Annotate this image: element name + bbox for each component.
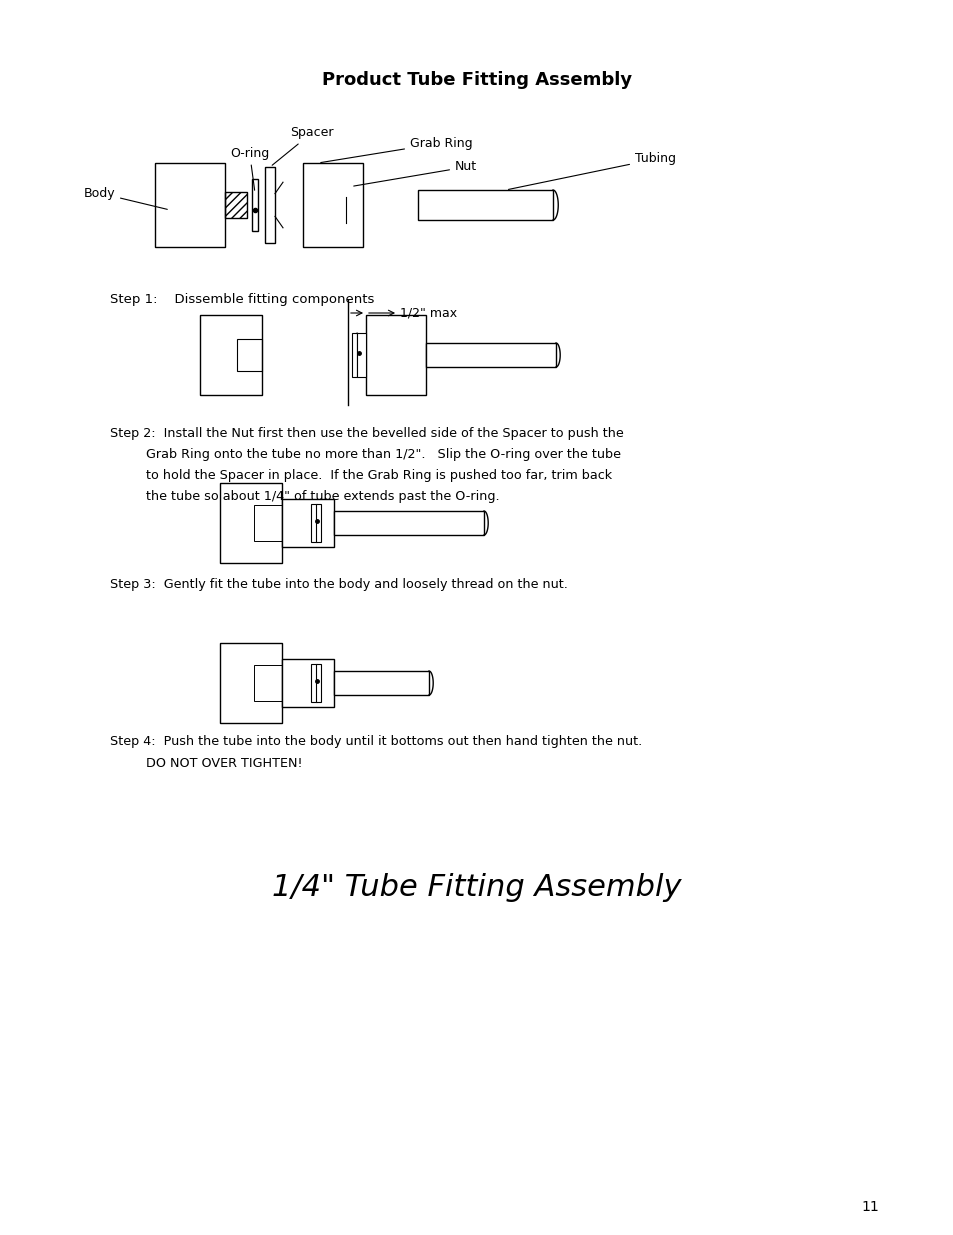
Bar xyxy=(303,163,363,247)
Text: DO NOT OVER TIGHTEN!: DO NOT OVER TIGHTEN! xyxy=(110,757,302,769)
Bar xyxy=(315,663,320,703)
Bar xyxy=(315,504,320,542)
Bar xyxy=(282,694,319,706)
Bar xyxy=(334,671,429,695)
Bar xyxy=(366,315,426,395)
Text: to hold the Spacer in place.  If the Grab Ring is pushed too far, trim back: to hold the Spacer in place. If the Grab… xyxy=(110,469,612,482)
Text: Grab Ring: Grab Ring xyxy=(320,137,472,163)
Text: Spacer: Spacer xyxy=(272,126,334,165)
Bar xyxy=(282,499,334,547)
Bar xyxy=(356,332,366,378)
Bar xyxy=(154,163,225,196)
Bar xyxy=(252,179,257,231)
Text: Step 2:  Install the Nut first then use the bevelled side of the Spacer to push : Step 2: Install the Nut first then use t… xyxy=(110,427,623,440)
Bar xyxy=(366,373,409,395)
Polygon shape xyxy=(311,504,319,542)
Polygon shape xyxy=(356,332,366,378)
Bar xyxy=(282,534,319,547)
Bar xyxy=(282,659,319,678)
Bar xyxy=(311,663,316,703)
Bar xyxy=(253,666,282,700)
Bar xyxy=(282,659,334,706)
Bar xyxy=(303,224,346,247)
Bar xyxy=(220,643,282,722)
Text: Step 1:    Dissemble fitting components: Step 1: Dissemble fitting components xyxy=(110,293,374,306)
Bar xyxy=(237,338,262,370)
Bar xyxy=(200,315,262,347)
Text: the tube so about 1/4" of tube extends past the O-ring.: the tube so about 1/4" of tube extends p… xyxy=(110,490,499,503)
Text: 1/2" max: 1/2" max xyxy=(399,306,456,320)
Text: Body: Body xyxy=(83,186,167,210)
Bar xyxy=(220,700,282,722)
Text: 11: 11 xyxy=(861,1200,878,1214)
Bar xyxy=(265,235,274,243)
Text: Product Tube Fitting Assembly: Product Tube Fitting Assembly xyxy=(321,70,632,89)
Text: Step 3:  Gently fit the tube into the body and loosely thread on the nut.: Step 3: Gently fit the tube into the bod… xyxy=(110,578,567,592)
Bar xyxy=(253,505,282,541)
Bar xyxy=(237,338,262,370)
Bar xyxy=(366,315,409,347)
Bar xyxy=(265,167,274,175)
Text: 1/4" Tube Fitting Assembly: 1/4" Tube Fitting Assembly xyxy=(272,872,681,902)
Bar xyxy=(200,315,262,395)
Bar xyxy=(220,483,282,563)
Bar xyxy=(417,190,553,220)
Bar xyxy=(253,505,282,541)
Text: Step 4:  Push the tube into the body until it bottoms out then hand tighten the : Step 4: Push the tube into the body unti… xyxy=(110,735,641,748)
Bar xyxy=(426,343,556,367)
Bar xyxy=(352,332,356,378)
Bar xyxy=(253,666,282,700)
Bar xyxy=(311,504,316,542)
Bar xyxy=(225,191,247,219)
Bar xyxy=(154,163,225,247)
Bar xyxy=(220,643,282,676)
Text: Grab Ring onto the tube no more than 1/2".   Slip the O-ring over the tube: Grab Ring onto the tube no more than 1/2… xyxy=(110,448,620,461)
Bar xyxy=(303,163,346,196)
Bar xyxy=(220,483,282,515)
Polygon shape xyxy=(311,663,319,703)
Bar xyxy=(334,511,483,535)
Bar xyxy=(282,499,319,519)
Text: Nut: Nut xyxy=(354,161,476,186)
Bar xyxy=(154,224,225,247)
Text: O-ring: O-ring xyxy=(230,147,269,190)
Bar xyxy=(265,167,274,243)
Text: Tubing: Tubing xyxy=(508,152,676,189)
Bar xyxy=(200,373,262,395)
Bar xyxy=(220,541,282,563)
Bar xyxy=(225,191,247,219)
